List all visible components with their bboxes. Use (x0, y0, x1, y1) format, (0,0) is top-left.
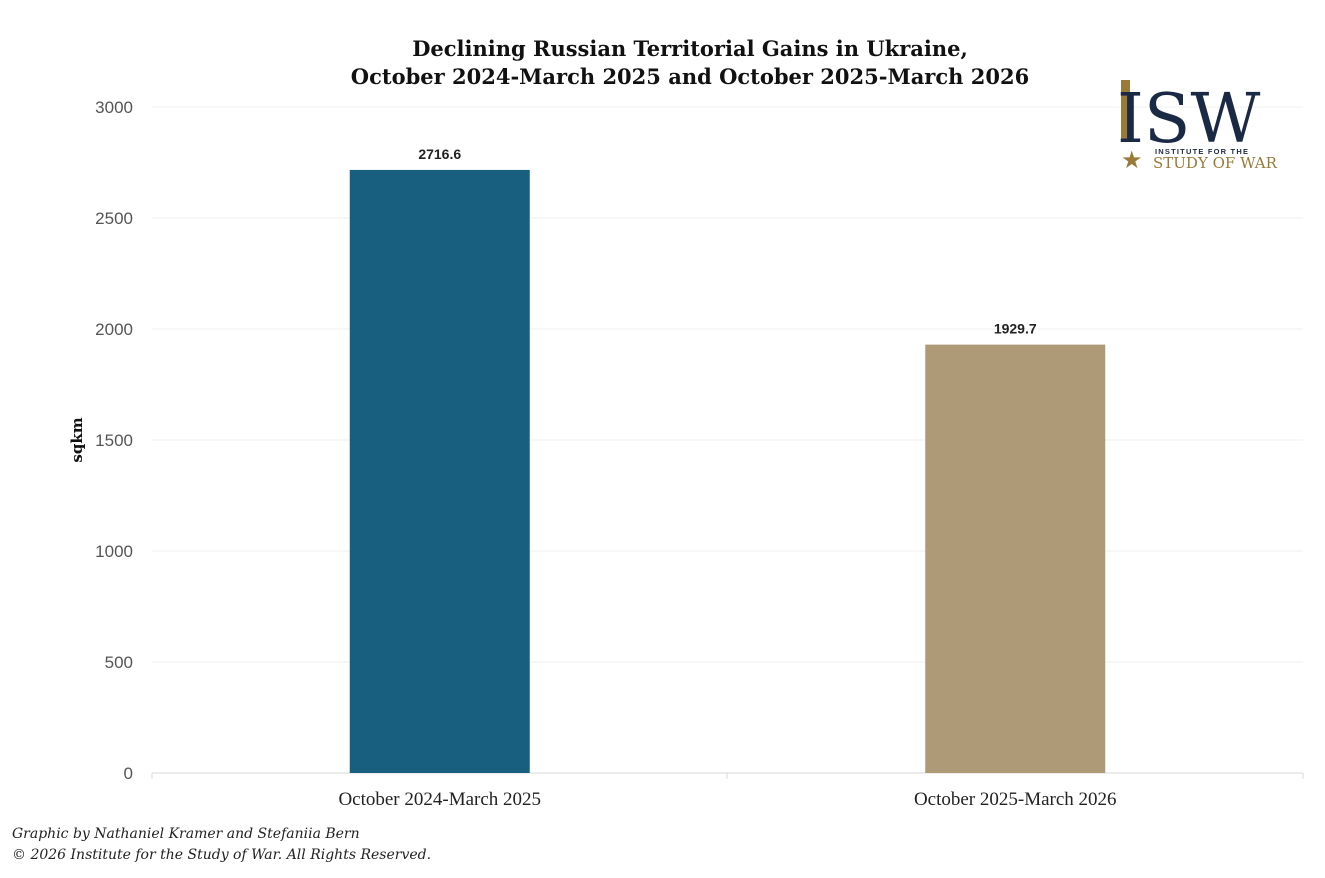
bar-value-label: 1929.7 (994, 321, 1037, 337)
bars: 2716.6 October 2024-March 2025 1929.7 Octob… (338, 146, 1116, 810)
gridlines (152, 106, 1303, 663)
credit-line-1: Graphic by Nathaniel Kramer and Stefanii… (12, 826, 360, 842)
chart-title-line-2: October 2024-March 2025 and October 2025… (351, 64, 1029, 89)
logo-tagline-top: INSTITUTE FOR THE (1155, 147, 1249, 156)
y-tick-label: 500 (105, 653, 133, 672)
logo-letters: ISW (1117, 80, 1260, 159)
y-tick-label: 1500 (95, 431, 133, 450)
y-tick-label: 2500 (95, 209, 133, 228)
credit-line-2: © 2026 Institute for the Study of War. A… (12, 847, 432, 863)
y-tick-label: 3000 (95, 98, 133, 117)
logo-star-icon: ★ (1121, 146, 1143, 174)
y-tick-label: 1000 (95, 542, 133, 561)
logo-tagline-bottom: STUDY OF WAR (1153, 154, 1278, 172)
bar (349, 169, 530, 773)
y-tick-label: 0 (124, 764, 133, 783)
bar (925, 344, 1106, 773)
y-axis-label: sqkm (68, 417, 86, 462)
logo-gold-pillar (1121, 80, 1130, 140)
y-tick-label: 2000 (95, 320, 133, 339)
chart-title-line-1: Declining Russian Territorial Gains in U… (412, 36, 968, 61)
y-axis-ticks: 0 500 1000 1500 2000 2500 3000 (95, 98, 133, 783)
bar-value-label: 2716.6 (418, 146, 461, 162)
x-category-label: October 2025-March 2026 (914, 789, 1117, 810)
isw-logo: ISW ★ INSTITUTE FOR THE STUDY OF WAR (1117, 80, 1278, 174)
x-category-label: October 2024-March 2025 (338, 789, 541, 810)
